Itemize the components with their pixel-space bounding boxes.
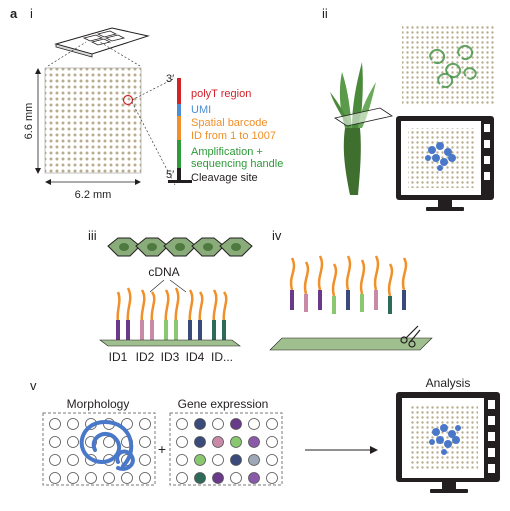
- morphology-spot: [67, 472, 79, 484]
- segment-cleavage-site: Cleavage site: [191, 172, 258, 184]
- expression-spot: [194, 436, 206, 448]
- panel-letter: a: [10, 6, 18, 21]
- morphology-spots: [49, 418, 151, 484]
- expression-spot: [176, 454, 188, 466]
- morphology-spot: [139, 472, 151, 484]
- morphology-spot: [49, 418, 61, 430]
- plus-sign: +: [158, 441, 166, 457]
- segment-umi: UMI: [191, 104, 211, 116]
- morphology-spot: [85, 472, 97, 484]
- id-label-2: ID2: [136, 350, 155, 364]
- morphology-spot: [49, 472, 61, 484]
- expression-spot: [212, 436, 224, 448]
- expression-spot: [266, 418, 278, 430]
- spot-array: [44, 67, 142, 174]
- panel-label-iv: iv: [272, 228, 282, 243]
- segment-spatial-barcode: Spatial barcode: [191, 117, 267, 129]
- spot-zoom-line-bottom: [131, 101, 176, 186]
- dimension-horizontal: 6.2 mm: [75, 189, 112, 201]
- expression-spots: [176, 418, 278, 484]
- tissue-section-spiral: [429, 44, 477, 88]
- three-prime-label: 3′: [166, 73, 174, 85]
- expression-spot: [248, 436, 260, 448]
- morphology-spot: [67, 436, 79, 448]
- expression-spot: [176, 472, 188, 484]
- morphology-spot: [103, 472, 115, 484]
- segment-sequencing-handle: sequencing handle: [191, 158, 283, 170]
- expression-spot: [176, 436, 188, 448]
- expression-spot: [194, 472, 206, 484]
- analysis-arrow: [305, 446, 378, 454]
- glass-slide-icon: [54, 27, 150, 58]
- cdna-pointer-left: [149, 279, 165, 293]
- barcode-oligo: [168, 78, 192, 183]
- expression-spot: [248, 418, 260, 430]
- capture-probes-iii: [116, 287, 228, 342]
- gene-expression-label: Gene expression: [178, 397, 269, 411]
- expression-spot: [230, 436, 242, 448]
- panel-label-i: i: [30, 6, 33, 21]
- morphology-stain-spirals: [79, 419, 135, 471]
- tissue-cells: [107, 237, 253, 257]
- panel-label-ii: ii: [322, 6, 328, 21]
- segment-amplification: Amplification +: [191, 146, 263, 158]
- expression-spot: [176, 418, 188, 430]
- expression-spot: [230, 418, 242, 430]
- dimension-vertical: 6.6 mm: [23, 103, 35, 140]
- released-probes-iv: [289, 255, 408, 314]
- slide-surface-iii: [99, 339, 241, 347]
- morphology-spot: [49, 436, 61, 448]
- analysis-label: Analysis: [426, 376, 471, 390]
- expression-spot: [230, 454, 242, 466]
- expression-spot: [212, 418, 224, 430]
- morphology-spot: [49, 454, 61, 466]
- zoom-line-left: [47, 41, 87, 67]
- panel-label-v: v: [30, 378, 37, 393]
- segment-polyt: polyT region: [191, 88, 251, 100]
- morphology-spot: [139, 454, 151, 466]
- morphology-spot: [67, 454, 79, 466]
- expression-spot: [212, 472, 224, 484]
- morphology-spot: [139, 418, 151, 430]
- monitor-icon: [396, 116, 494, 211]
- cdna-label: cDNA: [148, 265, 179, 279]
- scissors-icon: [400, 325, 421, 348]
- expression-spot: [194, 454, 206, 466]
- five-prime-label: 5′: [166, 169, 174, 181]
- panel-label-iii: iii: [88, 228, 97, 243]
- expression-spot: [266, 454, 278, 466]
- morphology-label: Morphology: [67, 397, 130, 411]
- segment-id-range: ID from 1 to 1007: [191, 130, 276, 142]
- cdna-pointer-right: [169, 279, 187, 293]
- expression-spot: [194, 418, 206, 430]
- id-label-3: ID3: [161, 350, 180, 364]
- horizontal-dimension-arrow: [45, 179, 141, 185]
- expression-spot: [230, 472, 242, 484]
- expression-spot: [248, 454, 260, 466]
- expression-spot: [266, 472, 278, 484]
- analysis-monitor-icon: [396, 392, 500, 493]
- vertical-dimension-arrow: [35, 68, 41, 174]
- morphology-spot: [67, 418, 79, 430]
- plant-bud-icon: [330, 62, 394, 195]
- id-label-1: ID1: [109, 350, 128, 364]
- morphology-spot: [103, 436, 115, 448]
- id-label-5: ID...: [211, 350, 233, 364]
- gene-expression-grid: [169, 412, 283, 486]
- expression-spot: [266, 436, 278, 448]
- expression-spot: [212, 454, 224, 466]
- slide-surface-iv: [269, 337, 433, 351]
- expression-spot: [248, 472, 260, 484]
- id-label-4: ID4: [186, 350, 205, 364]
- spot-zoom-line-top: [131, 77, 176, 101]
- morphology-spot: [121, 472, 133, 484]
- morphology-grid: [42, 412, 156, 486]
- morphology-spot: [139, 436, 151, 448]
